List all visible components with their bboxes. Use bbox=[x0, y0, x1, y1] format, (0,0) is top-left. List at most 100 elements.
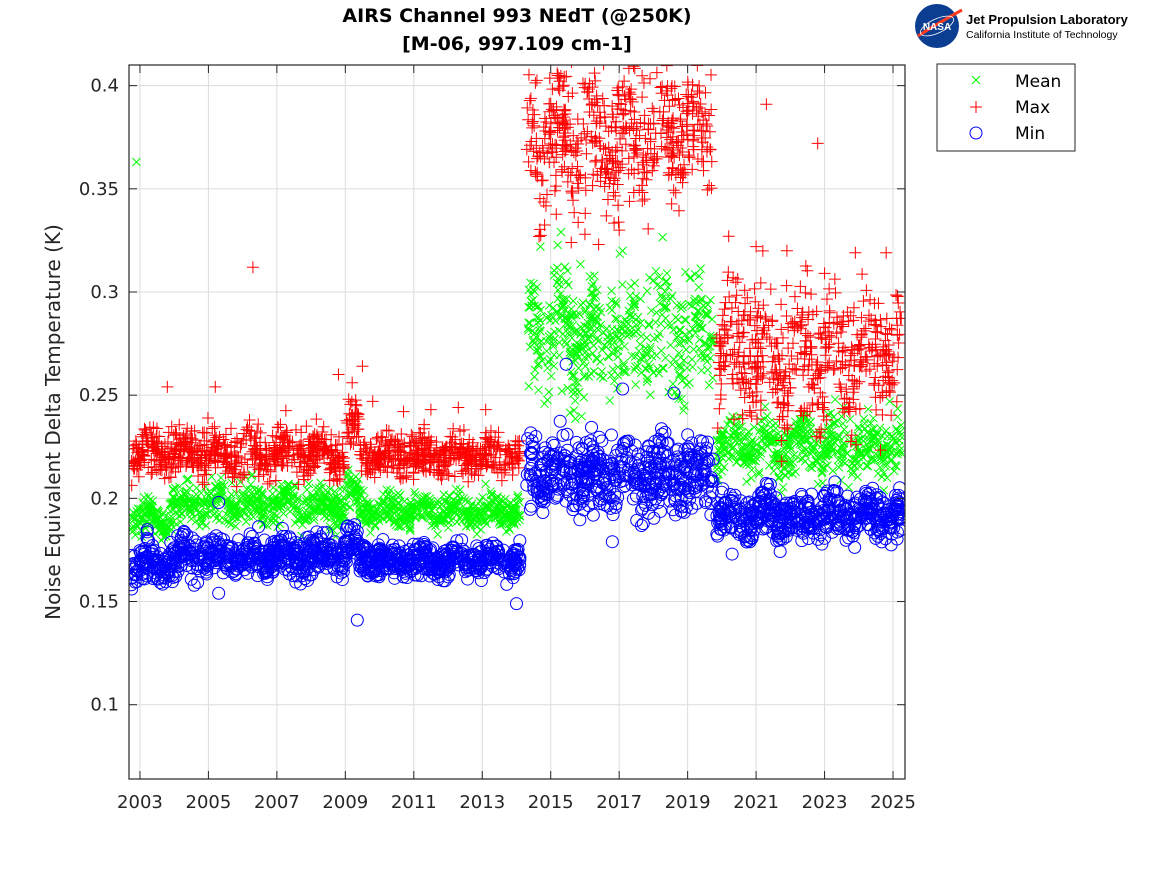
mean-x-marker bbox=[660, 304, 669, 313]
mean-x-marker bbox=[343, 469, 352, 478]
mean-x-marker bbox=[410, 487, 419, 497]
mean-x-marker bbox=[613, 384, 622, 393]
mean-x-marker bbox=[527, 297, 536, 307]
mean-x-marker bbox=[659, 302, 669, 311]
mean-x-marker bbox=[607, 286, 616, 296]
mean-x-marker bbox=[694, 282, 704, 292]
mean-x-marker bbox=[314, 483, 324, 493]
logo-subtitle: California Institute of Technology bbox=[966, 29, 1118, 41]
mean-x-marker bbox=[535, 322, 544, 332]
mean-x-marker bbox=[236, 497, 245, 507]
mean-x-marker bbox=[322, 513, 332, 523]
mean-x-marker bbox=[577, 411, 587, 421]
mean-x-marker bbox=[169, 486, 178, 495]
mean-x-marker bbox=[661, 303, 671, 312]
mean-x-marker bbox=[612, 314, 622, 324]
mean-x-marker bbox=[470, 520, 480, 530]
mean-x-marker bbox=[619, 367, 629, 377]
mean-x-marker bbox=[245, 485, 255, 495]
mean-x-marker bbox=[563, 328, 573, 338]
mean-x-marker bbox=[241, 517, 251, 526]
mean-x-marker bbox=[527, 326, 537, 336]
mean-x-marker bbox=[672, 301, 682, 310]
mean-x-marker bbox=[548, 303, 558, 313]
chart-subtitle: [M-06, 997.109 cm-1] bbox=[402, 33, 632, 55]
mean-x-marker bbox=[543, 363, 552, 373]
mean-x-marker bbox=[657, 346, 666, 356]
mean-x-marker bbox=[592, 285, 602, 295]
mean-x-marker bbox=[554, 275, 564, 285]
logo-title: Jet Propulsion Laboratory bbox=[966, 12, 1129, 27]
mean-x-marker bbox=[570, 414, 580, 424]
mean-x-marker bbox=[462, 505, 471, 515]
mean-x-marker bbox=[491, 514, 500, 523]
mean-x-marker bbox=[688, 362, 697, 372]
mean-x-marker bbox=[129, 523, 137, 533]
mean-x-marker bbox=[242, 501, 252, 511]
mean-x-marker bbox=[134, 504, 143, 514]
mean-x-marker bbox=[666, 340, 675, 350]
mean-x-marker bbox=[145, 495, 155, 504]
mean-x-marker bbox=[684, 299, 694, 309]
mean-x-marker bbox=[568, 385, 578, 395]
mean-x-marker bbox=[696, 353, 706, 363]
mean-x-marker bbox=[644, 359, 654, 369]
mean-x-marker bbox=[676, 300, 686, 310]
plot-area bbox=[129, 65, 905, 779]
mean-x-marker bbox=[324, 502, 334, 512]
mean-x-marker bbox=[588, 293, 598, 302]
mean-x-marker bbox=[451, 484, 461, 494]
mean-x-marker bbox=[360, 494, 369, 504]
mean-x-marker bbox=[605, 396, 615, 405]
mean-x-marker bbox=[515, 497, 524, 507]
mean-x-marker bbox=[158, 518, 167, 528]
mean-x-marker bbox=[166, 511, 176, 521]
mean-x-marker bbox=[574, 387, 584, 397]
mean-x-marker bbox=[620, 341, 629, 351]
mean-x-marker bbox=[447, 502, 456, 511]
mean-x-marker bbox=[657, 293, 667, 303]
mean-x-marker bbox=[434, 515, 443, 525]
mean-x-marker bbox=[224, 518, 234, 528]
mean-x-marker bbox=[566, 367, 576, 377]
mean-x-marker bbox=[698, 301, 708, 311]
mean-x-marker bbox=[209, 491, 219, 501]
mean-x-marker bbox=[405, 510, 414, 520]
mean-x-marker bbox=[579, 357, 589, 367]
mean-x-marker bbox=[478, 514, 488, 523]
mean-x-marker bbox=[593, 325, 603, 335]
mean-x-marker bbox=[548, 339, 558, 349]
mean-x-marker bbox=[355, 489, 365, 498]
mean-x-marker bbox=[275, 488, 284, 497]
mean-x-marker bbox=[386, 485, 395, 495]
mean-x-marker bbox=[583, 318, 593, 328]
mean-x-marker bbox=[186, 507, 196, 517]
mean-x-marker bbox=[524, 285, 534, 295]
mean-x-marker bbox=[695, 335, 704, 344]
mean-x-marker bbox=[617, 280, 627, 289]
mean-x-marker bbox=[395, 490, 405, 500]
mean-x-marker bbox=[595, 371, 605, 381]
mean-x-marker bbox=[676, 361, 685, 371]
mean-x-marker bbox=[129, 512, 136, 522]
mean-x-marker bbox=[585, 299, 595, 309]
mean-x-marker bbox=[647, 306, 656, 315]
mean-x-marker bbox=[324, 495, 334, 505]
mean-x-marker bbox=[673, 315, 683, 324]
mean-x-marker bbox=[535, 351, 545, 360]
mean-x-marker bbox=[274, 499, 283, 509]
mean-x-marker bbox=[558, 300, 568, 309]
mean-x-marker bbox=[169, 493, 179, 503]
mean-x-marker bbox=[215, 515, 224, 525]
mean-x-marker bbox=[554, 326, 564, 335]
mean-x-marker bbox=[569, 406, 579, 415]
mean-x-marker bbox=[551, 316, 560, 326]
mean-x-marker bbox=[344, 492, 354, 502]
mean-x-marker bbox=[592, 354, 602, 364]
mean-x-marker bbox=[409, 501, 419, 510]
mean-x-marker bbox=[254, 495, 264, 505]
mean-x-marker bbox=[318, 506, 328, 516]
mean-x-marker bbox=[167, 525, 176, 534]
mean-x-marker bbox=[229, 512, 239, 522]
mean-x-marker bbox=[388, 497, 398, 507]
